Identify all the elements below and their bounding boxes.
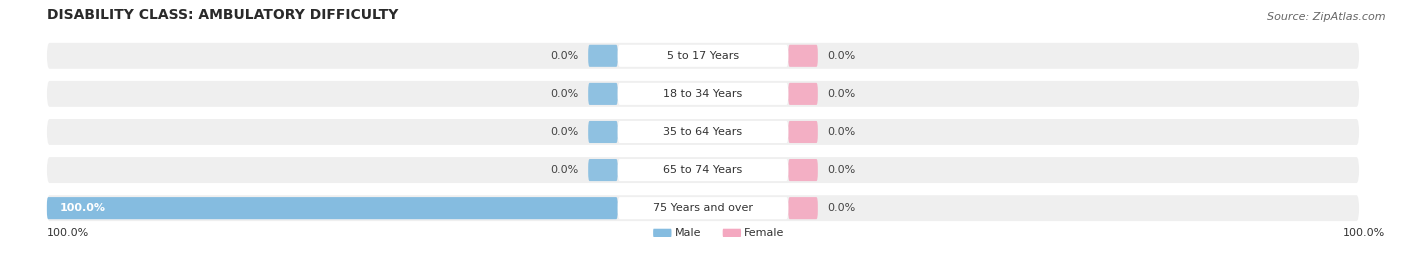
FancyBboxPatch shape <box>588 83 617 105</box>
FancyBboxPatch shape <box>723 229 741 237</box>
Text: 18 to 34 Years: 18 to 34 Years <box>664 89 742 99</box>
FancyBboxPatch shape <box>789 83 818 105</box>
Text: Female: Female <box>744 228 785 238</box>
Text: Male: Male <box>675 228 702 238</box>
FancyBboxPatch shape <box>46 195 1360 221</box>
Text: 100.0%: 100.0% <box>1343 228 1385 238</box>
FancyBboxPatch shape <box>617 159 789 181</box>
FancyBboxPatch shape <box>588 159 617 181</box>
Text: 65 to 74 Years: 65 to 74 Years <box>664 165 742 175</box>
FancyBboxPatch shape <box>46 197 617 219</box>
Text: 75 Years and over: 75 Years and over <box>652 203 754 213</box>
Text: 5 to 17 Years: 5 to 17 Years <box>666 51 740 61</box>
Text: 0.0%: 0.0% <box>828 165 856 175</box>
FancyBboxPatch shape <box>617 121 789 143</box>
Text: 0.0%: 0.0% <box>550 51 578 61</box>
FancyBboxPatch shape <box>789 197 818 219</box>
FancyBboxPatch shape <box>46 43 1360 69</box>
Text: 0.0%: 0.0% <box>550 127 578 137</box>
Text: DISABILITY CLASS: AMBULATORY DIFFICULTY: DISABILITY CLASS: AMBULATORY DIFFICULTY <box>46 8 398 22</box>
FancyBboxPatch shape <box>617 197 789 219</box>
Text: 0.0%: 0.0% <box>828 127 856 137</box>
FancyBboxPatch shape <box>789 121 818 143</box>
FancyBboxPatch shape <box>617 83 789 105</box>
FancyBboxPatch shape <box>588 45 617 67</box>
FancyBboxPatch shape <box>654 229 672 237</box>
FancyBboxPatch shape <box>789 159 818 181</box>
Text: 0.0%: 0.0% <box>550 89 578 99</box>
Text: 0.0%: 0.0% <box>828 89 856 99</box>
FancyBboxPatch shape <box>617 45 789 67</box>
Text: 0.0%: 0.0% <box>828 51 856 61</box>
FancyBboxPatch shape <box>46 157 1360 183</box>
Text: 100.0%: 100.0% <box>46 228 89 238</box>
Text: Source: ZipAtlas.com: Source: ZipAtlas.com <box>1267 12 1385 22</box>
Text: 0.0%: 0.0% <box>828 203 856 213</box>
FancyBboxPatch shape <box>46 81 1360 107</box>
Text: 35 to 64 Years: 35 to 64 Years <box>664 127 742 137</box>
Text: 100.0%: 100.0% <box>60 203 105 213</box>
Text: 0.0%: 0.0% <box>550 165 578 175</box>
FancyBboxPatch shape <box>46 119 1360 145</box>
FancyBboxPatch shape <box>789 45 818 67</box>
FancyBboxPatch shape <box>588 121 617 143</box>
